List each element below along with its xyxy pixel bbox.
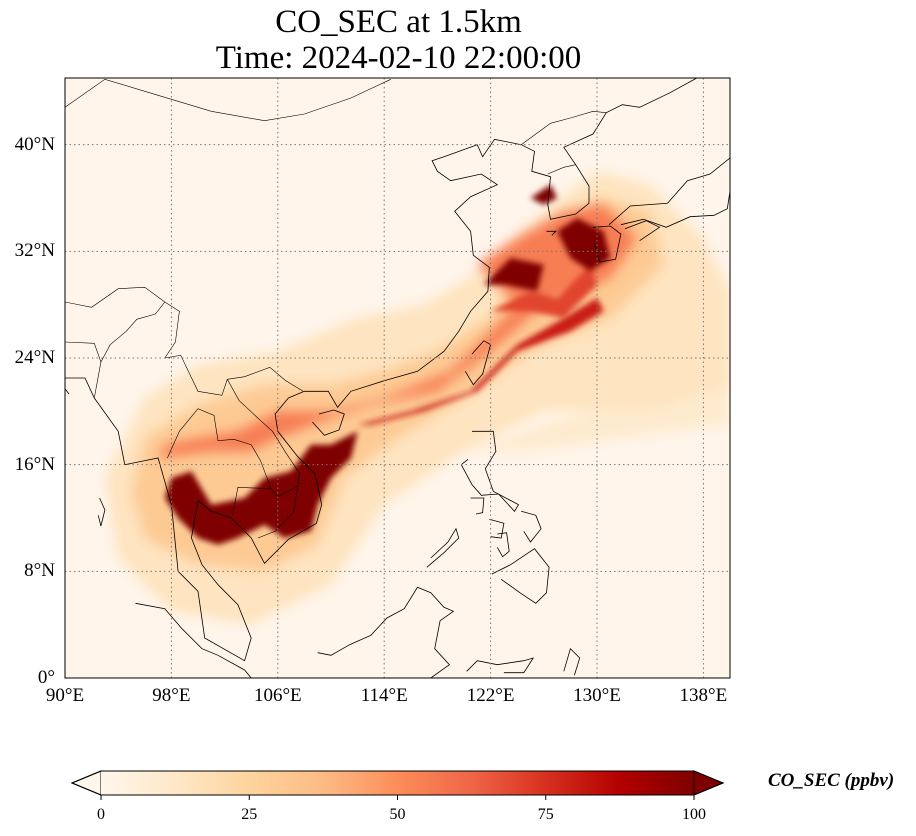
colorbar-tick-label: 50 [389,806,406,823]
lon-tick-label: 90°E [45,685,85,706]
coastline-sri-lanka-tip [65,388,70,395]
lon-tick-label: 122°E [466,685,515,706]
country-borders [65,78,607,539]
colorbar [70,770,725,796]
coastline-andaman [97,497,106,527]
coastline-honshu [608,157,730,228]
border-china-korea [521,110,607,145]
lat-tick-label: 0° [37,667,55,688]
border-myanmar-thai [167,408,272,516]
border-bangladesh [65,341,102,399]
colorbar-tick-label: 75 [537,806,554,823]
coastline-negros [496,532,510,558]
coastline-kyushu [592,225,622,263]
coastline-sulawesi [466,657,535,674]
colorbar-label: CO_SEC (ppbv) [768,770,895,791]
coastline-shikoku [624,220,661,242]
coastline-mainland [65,78,697,662]
border-cambodia-vietnam [257,485,299,539]
coastline-samar [521,510,542,543]
map-title: CO_SEC at 1.5km [275,4,522,40]
colorbar-tick-label: 100 [682,806,706,823]
coastline-mindoro [470,497,485,515]
lon-tick-label: 98°E [152,685,191,706]
coastline-palawan [426,527,460,568]
lon-tick-label: 106°E [253,685,302,706]
coastline-panay [489,518,505,539]
lon-tick-label: 138°E [679,685,728,706]
field-area-level-70 [490,264,597,318]
colorbar-gradient [101,771,694,795]
coastline-taiwan [464,340,492,386]
coastline-halmahera [563,647,581,676]
lat-tick-label: 8°N [24,560,55,582]
field-area-level-100 [530,184,558,205]
field-area-level-100 [483,258,544,292]
lat-tick-label: 24°N [14,347,55,368]
colorbar-tick-label: 25 [241,806,258,823]
coastline-sumatra [135,602,252,678]
lon-tick-label: 114°E [360,685,408,706]
gridlines [65,78,730,678]
coastlines [65,78,730,678]
colorbar-tick-label: 0 [97,806,105,823]
border-myanmar-india [100,301,166,363]
border-korea-dmz [547,164,576,175]
border-china-india [65,286,180,359]
lat-tick-label: 16°N [14,453,55,475]
map-subtitle-time: Time: 2024-02-10 22:00:00 [215,40,582,76]
border-laos-vietnam [227,379,300,498]
coastline-luzon [460,430,520,512]
lon-tick-label: 130°E [573,685,621,706]
coastline-jeju [546,230,557,236]
map-frame [64,77,731,679]
coastline-mindanao [491,548,550,604]
lat-tick-label: 32°N [14,240,55,262]
field-area-level-80 [357,298,604,425]
coastline-borneo [317,586,455,678]
border-china-mongolia [65,78,391,122]
coastline-hainan [312,409,345,436]
colorbar-min-extend [70,770,102,796]
lat-tick-label: 40°N [14,133,55,155]
colorbar-max-extend [693,770,725,796]
